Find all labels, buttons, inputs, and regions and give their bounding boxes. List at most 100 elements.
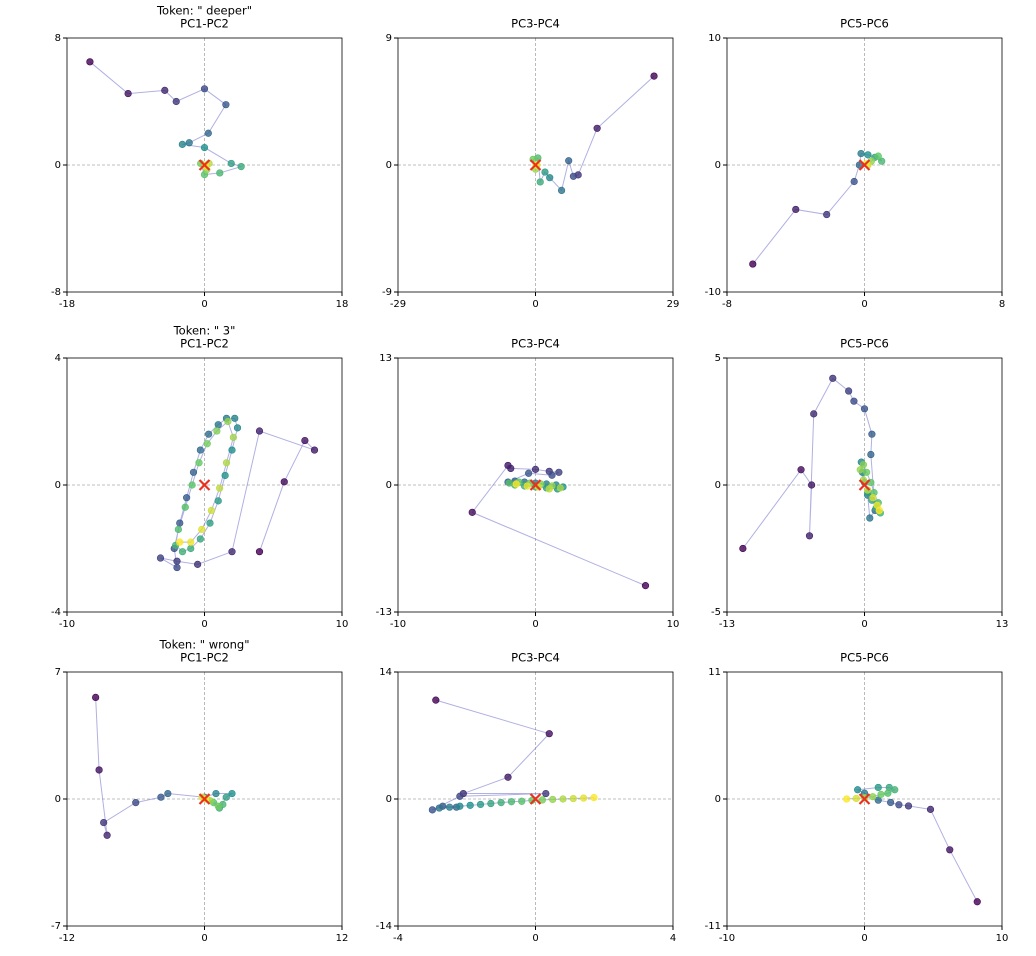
y-tick-label: -5 <box>711 607 721 618</box>
chart-title: PC5-PC6 <box>840 337 889 351</box>
x-tick-label: 13 <box>996 619 1009 630</box>
x-tick-label: -4 <box>393 933 403 944</box>
point <box>808 481 816 489</box>
chart-subtitle: PC1-PC2 <box>180 651 229 665</box>
point <box>869 494 877 502</box>
y-tick-label: -9 <box>382 287 392 298</box>
point <box>845 387 853 395</box>
x-tick-label: 0 <box>532 933 538 944</box>
y-tick-label: -4 <box>51 607 61 618</box>
x-tick-label: 0 <box>861 619 867 630</box>
origin-marker <box>529 479 542 491</box>
axes-frame <box>66 357 343 613</box>
point <box>545 485 553 493</box>
point <box>231 414 239 422</box>
trajectory <box>95 697 234 836</box>
point <box>435 804 443 812</box>
trajectory <box>160 417 315 569</box>
point <box>878 157 886 165</box>
marker-stroke <box>198 479 211 491</box>
point <box>504 773 512 781</box>
point <box>189 468 198 476</box>
point <box>593 124 601 132</box>
point <box>229 433 237 441</box>
point <box>556 484 564 492</box>
point <box>224 417 232 426</box>
point <box>227 159 235 168</box>
marker-stroke <box>858 159 871 171</box>
point <box>310 446 319 454</box>
x-tick-label: 0 <box>532 299 538 310</box>
point <box>926 805 935 813</box>
point <box>557 186 566 194</box>
x-tick-label: -10 <box>719 933 735 944</box>
x-tick-label: 0 <box>532 619 538 630</box>
point <box>172 97 180 106</box>
point <box>196 535 204 543</box>
point <box>124 89 132 98</box>
point <box>877 790 885 798</box>
origin-marker <box>198 159 211 171</box>
axes-frame <box>726 357 1003 613</box>
y-tick-label: 0 <box>55 160 61 171</box>
point <box>792 205 800 214</box>
x-tick-label: 0 <box>861 933 867 944</box>
point <box>542 789 550 798</box>
point <box>432 696 440 704</box>
point <box>194 560 202 568</box>
point <box>866 514 874 522</box>
chart-title: Token: " wrong" <box>159 638 250 652</box>
point <box>205 430 213 438</box>
point <box>173 557 181 565</box>
x-tick-label: 0 <box>201 299 207 310</box>
origin-marker <box>858 479 871 491</box>
y-tick-label: 10 <box>708 33 721 44</box>
point <box>176 538 184 546</box>
axes-frame <box>66 37 343 293</box>
point <box>810 410 818 418</box>
origin-marker <box>529 793 542 805</box>
x-tick-label: -13 <box>719 619 735 630</box>
point <box>555 468 563 476</box>
point <box>857 149 865 158</box>
x-tick-label: -10 <box>390 619 406 630</box>
y-tick-label: 9 <box>386 33 392 44</box>
y-tick-label: 4 <box>55 353 61 364</box>
point <box>228 548 236 556</box>
point <box>523 482 531 490</box>
point <box>428 806 436 814</box>
y-tick-label: 0 <box>55 480 61 491</box>
point <box>156 554 165 562</box>
axes-frame <box>66 671 343 927</box>
point <box>548 471 556 479</box>
point <box>497 799 505 807</box>
chart-subtitle: PC1-PC2 <box>180 17 229 31</box>
x-tick-label: 0 <box>201 619 207 630</box>
point <box>200 143 209 152</box>
point <box>590 794 598 802</box>
point <box>863 468 871 476</box>
point <box>178 548 187 556</box>
trajectory <box>432 699 594 811</box>
chart-title: PC5-PC6 <box>840 651 889 665</box>
axes-frame <box>397 37 674 293</box>
y-tick-label: 0 <box>55 794 61 805</box>
point <box>100 818 108 827</box>
point <box>203 440 211 448</box>
point <box>222 793 230 801</box>
point <box>868 430 876 438</box>
marker-stroke <box>858 479 871 491</box>
point <box>214 421 222 429</box>
marker-stroke <box>198 793 211 805</box>
x-tick-label: 8 <box>999 299 1005 310</box>
point <box>518 797 526 805</box>
y-tick-label: 7 <box>55 667 61 678</box>
point <box>874 783 882 792</box>
point <box>904 802 913 810</box>
point <box>565 157 573 165</box>
trajectory <box>752 152 883 265</box>
chart-title: PC3-PC4 <box>511 337 560 351</box>
marker-stroke <box>198 159 211 171</box>
chart-title: Token: " 3" <box>173 324 236 338</box>
